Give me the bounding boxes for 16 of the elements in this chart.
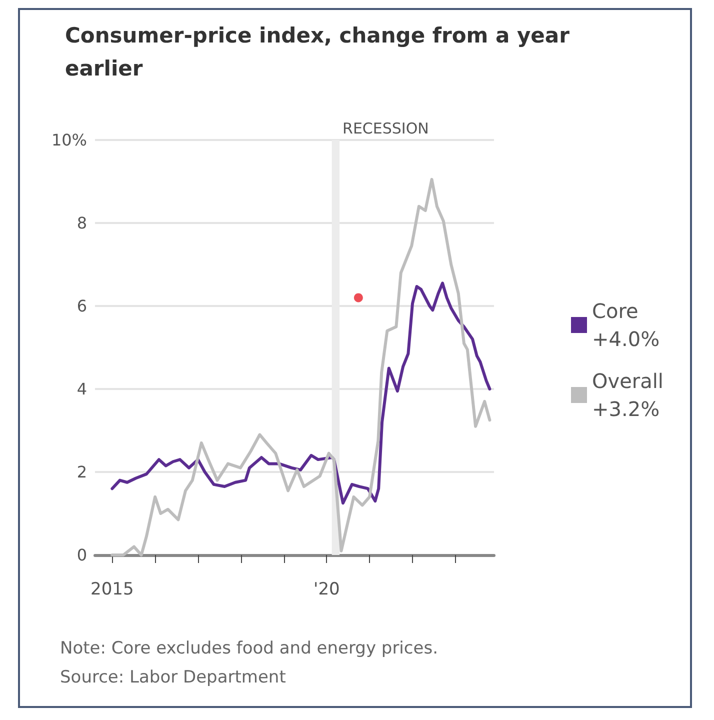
x-tick-label: '20 (314, 580, 340, 600)
y-tick-label: 8 (76, 214, 87, 232)
y-tick-label: 4 (76, 380, 87, 398)
source-note: Source: Labor Department (60, 668, 286, 688)
legend-label: Core +4.0% (592, 299, 660, 351)
x-tick-label: 2015 (90, 580, 134, 600)
band-label: RECESSION (342, 120, 429, 138)
y-tick-label: 10% (51, 130, 87, 150)
y-tick-label: 6 (76, 296, 87, 316)
y-tick-label: 2 (76, 462, 87, 482)
line-series (110, 282, 492, 505)
line-series (110, 178, 492, 556)
y-tick-label: 0 (76, 546, 87, 564)
text: Note: Core excludes food and energy prices. (60, 638, 438, 658)
chart-title: Consumer-price index, change from a year earlier (65, 24, 577, 80)
legend-label: Overall +3.2% (592, 369, 670, 421)
